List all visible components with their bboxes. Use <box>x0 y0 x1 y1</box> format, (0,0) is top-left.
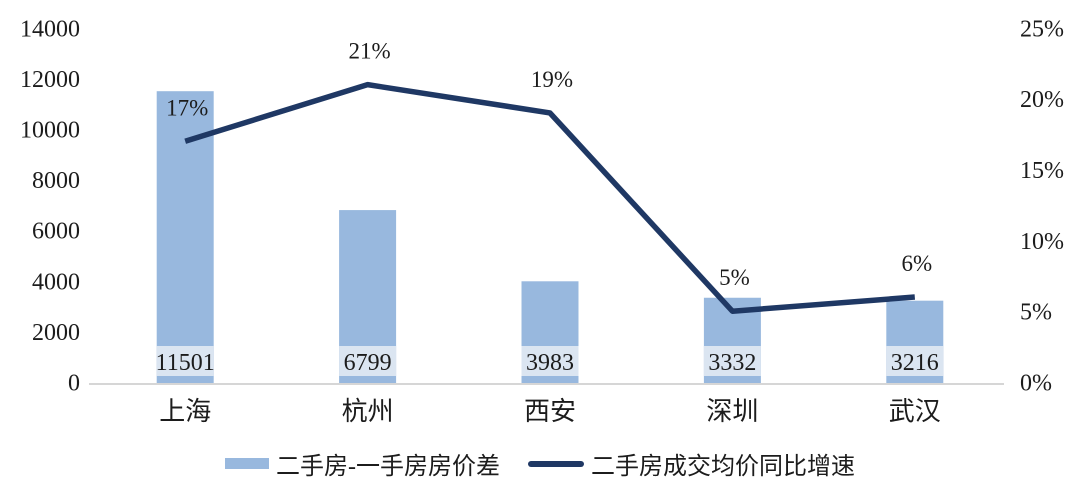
bar-value-label: 3332 <box>708 350 756 376</box>
trend-line <box>184 81 916 314</box>
bar-value-label: 11501 <box>156 350 215 376</box>
category-label: 西安 <box>524 397 576 426</box>
bar-value-label-band <box>339 346 397 376</box>
line-point-label: 17% <box>166 95 208 120</box>
legend: 二手房-一手房房价差 二手房成交均价同比增速 <box>0 446 1080 481</box>
right-axis-tick-label: 5% <box>1020 300 1052 326</box>
right-axis-tick-label: 10% <box>1020 229 1064 255</box>
right-axis-tick-label: 0% <box>1020 370 1052 396</box>
legend-label-bar-series: 二手房-一手房房价差 <box>276 454 500 480</box>
line-series-swatch-icon <box>528 460 584 467</box>
left-axis-tick-label: 6000 <box>32 219 80 245</box>
legend-label-line-series: 二手房成交均价同比增速 <box>591 454 855 480</box>
bar-value-label-band <box>156 346 214 376</box>
left-axis-tick-label: 10000 <box>20 118 80 144</box>
bar-value-label: 3216 <box>891 350 939 376</box>
left-axis-tick-label: 8000 <box>32 168 80 194</box>
category-label: 武汉 <box>889 397 941 426</box>
right-axis-tick-label: 15% <box>1020 158 1064 184</box>
line-point-label: 6% <box>901 251 932 276</box>
bar-value-label-band <box>521 346 579 376</box>
legend-item-bar-series: 二手房-一手房房价差 <box>225 446 500 481</box>
left-axis-tick-label: 0 <box>68 370 80 396</box>
bar-series-swatch-icon <box>225 458 269 469</box>
bar-value-label-band <box>703 346 761 376</box>
legend-item-line-series: 二手房成交均价同比增速 <box>528 446 855 481</box>
bar-value-label-band <box>886 346 944 376</box>
left-axis-tick-label: 2000 <box>32 320 80 346</box>
bar-value-label: 3983 <box>526 350 574 376</box>
bar-value-label: 6799 <box>344 350 392 376</box>
category-label: 上海 <box>159 397 211 426</box>
line-point-label: 5% <box>719 265 750 290</box>
category-label: 杭州 <box>342 397 394 426</box>
left-axis-tick-label: 4000 <box>32 269 80 295</box>
right-axis-tick-label: 25% <box>1020 16 1064 42</box>
category-label: 深圳 <box>706 397 758 426</box>
left-axis-tick-label: 12000 <box>20 67 80 93</box>
left-axis-tick-label: 14000 <box>20 16 80 42</box>
line-point-label: 21% <box>349 39 391 64</box>
line-point-label: 19% <box>531 67 573 92</box>
right-axis-tick-label: 20% <box>1020 87 1064 113</box>
